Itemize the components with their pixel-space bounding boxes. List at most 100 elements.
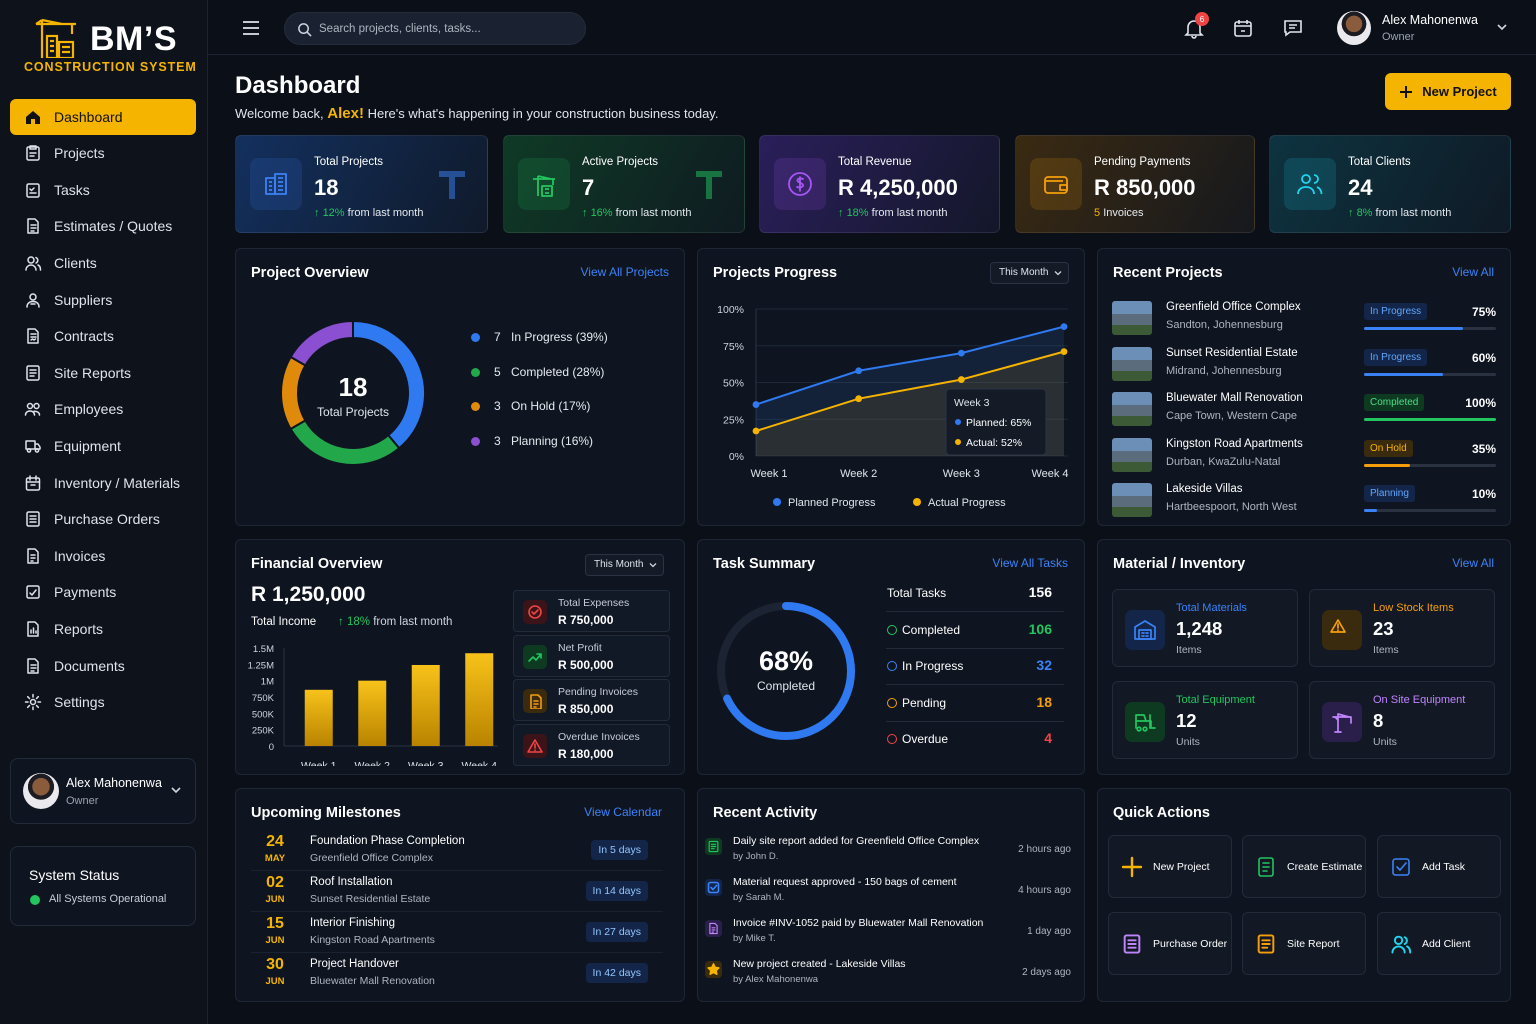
calendar-icon[interactable] (1232, 17, 1254, 39)
stat-card-total-projects[interactable]: Total Projects 18 ↑ 12% from last month (235, 135, 488, 233)
period-dropdown[interactable]: This Month (990, 262, 1070, 284)
period-dropdown[interactable]: This Month (585, 554, 665, 576)
milestone-row[interactable]: 24 MAY Foundation Phase Completion Green… (251, 833, 663, 871)
sidebar-item-reports[interactable]: Reports (10, 611, 196, 648)
sidebar-item-projects[interactable]: Projects (10, 135, 196, 172)
data-point[interactable] (957, 349, 965, 357)
donut-slice[interactable] (289, 319, 354, 367)
y-tick-label: 100% (717, 304, 744, 316)
project-row[interactable]: Sunset Residential Estate Midrand, Johen… (1112, 345, 1496, 385)
topbar-user-name[interactable]: Alex Mahonenwa (1382, 13, 1478, 27)
sidebar-item-tasks[interactable]: Tasks (10, 172, 196, 209)
data-point[interactable] (752, 427, 760, 435)
sidebar-item-site-reports[interactable]: Site Reports (10, 355, 196, 392)
quick-action-create-estimate[interactable]: Create Estimate (1242, 835, 1366, 898)
sidebar-item-documents[interactable]: Documents (10, 647, 196, 684)
milestone-row[interactable]: 30 JUN Project Handover Bluewater Mall R… (251, 956, 663, 994)
view-all-link[interactable]: View All (1452, 265, 1494, 279)
target-icon (528, 605, 542, 619)
sidebar-item-inventory-materials[interactable]: Inventory / Materials (10, 464, 196, 501)
messages-icon[interactable] (1282, 17, 1304, 39)
sidebar-item-clients[interactable]: Clients (10, 245, 196, 282)
brand-logo[interactable]: BM’S CONSTRUCTION SYSTEM (24, 12, 204, 78)
milestone-day: 24 (266, 833, 284, 850)
new-project-button[interactable]: New Project (1385, 73, 1511, 110)
data-point[interactable] (752, 401, 760, 408)
data-point[interactable] (855, 367, 863, 375)
quick-action-add-task[interactable]: Add Task (1377, 835, 1501, 898)
search-bar[interactable] (284, 12, 586, 45)
data-point[interactable] (1060, 348, 1068, 356)
inventory-card[interactable]: On Site Equipment 8 Units (1309, 681, 1495, 759)
income-bar[interactable] (465, 653, 494, 746)
stat-card-total-revenue[interactable]: Total Revenue R 4,250,000 ↑ 18% from las… (759, 135, 1000, 233)
project-row[interactable]: Lakeside Villas Hartbeespoort, North Wes… (1112, 481, 1496, 521)
sidebar-item-purchase-orders[interactable]: Purchase Orders (10, 501, 196, 538)
chevron-down-icon[interactable] (171, 785, 181, 795)
milestone-row[interactable]: 15 JUN Interior Finishing Kingston Road … (251, 915, 663, 953)
milestone-month: MAY (264, 853, 286, 864)
chevron-down-icon[interactable] (1497, 22, 1507, 32)
activity-item[interactable]: Invoice #INV-1052 paid by Bluewater Mall… (705, 917, 1071, 957)
milestone-row[interactable]: 02 JUN Roof Installation Sunset Resident… (251, 874, 663, 912)
inventory-card[interactable]: Total Materials 1,248 Items (1112, 589, 1298, 667)
data-point[interactable] (855, 395, 863, 403)
data-point[interactable] (1060, 323, 1068, 331)
sidebar-item-equipment[interactable]: Equipment (10, 428, 196, 465)
income-bar[interactable] (411, 664, 440, 746)
task-stat-row[interactable]: Overdue 4 (886, 722, 1064, 758)
income-bar[interactable] (358, 680, 387, 746)
project-row[interactable]: Bluewater Mall Renovation Cape Town, Wes… (1112, 390, 1496, 430)
truck-icon (25, 440, 41, 453)
stat-card-pending-payments[interactable]: Pending Payments R 850,000 5 Invoices (1015, 135, 1255, 233)
inventory-card[interactable]: Low Stock Items 23 Items (1309, 589, 1495, 667)
data-point[interactable] (957, 376, 965, 383)
stat-card-total-clients[interactable]: Total Clients 24 ↑ 8% from last month (1269, 135, 1511, 233)
activity-item[interactable]: New project created - Lakeside Villas by… (705, 958, 1071, 998)
inventory-card[interactable]: Total Equipment 12 Units (1112, 681, 1298, 759)
y-tick-label: 50% (723, 378, 744, 390)
sidebar-item-dashboard[interactable]: Dashboard (10, 99, 196, 135)
activity-item[interactable]: Daily site report added for Greenfield O… (705, 835, 1071, 875)
project-row[interactable]: Greenfield Office Complex Sandton, Johen… (1112, 299, 1496, 339)
stat-card-active-projects[interactable]: Active Projects 7 ↑ 16% from last month (503, 135, 745, 233)
project-row[interactable]: Kingston Road Apartments Durban, KwaZulu… (1112, 436, 1496, 476)
sidebar-item-settings[interactable]: Settings (10, 684, 196, 721)
financial-item[interactable]: Overdue Invoices R 180,000 (513, 723, 670, 766)
sidebar-item-estimates-quotes[interactable]: Estimates / Quotes (10, 208, 196, 245)
search-input[interactable] (319, 13, 579, 44)
sidebar-item-contracts[interactable]: Contracts (10, 318, 196, 355)
financial-item[interactable]: Net Profit R 500,000 (513, 634, 670, 677)
avatar[interactable] (1337, 11, 1371, 45)
view-all-link[interactable]: View All (1452, 556, 1494, 570)
view-all-projects-link[interactable]: View All Projects (580, 265, 669, 279)
donut-slice[interactable] (352, 319, 426, 450)
sidebar-item-employees[interactable]: Employees (10, 391, 196, 428)
quick-action-purchase-order[interactable]: Purchase Order (1108, 912, 1232, 975)
donut-slice[interactable] (280, 355, 307, 431)
x-tick-label: Week 3 (943, 468, 980, 480)
sidebar-user-card[interactable]: Alex Mahonenwa Owner (10, 758, 196, 824)
financial-item[interactable]: Total Expenses R 750,000 (513, 590, 670, 632)
milestone-due-badge: In 14 days (585, 881, 648, 901)
donut-slice[interactable] (289, 419, 401, 466)
task-stat-row[interactable]: Pending 18 (886, 686, 1064, 722)
financial-item[interactable]: Pending Invoices R 850,000 (513, 679, 670, 721)
sidebar-item-invoices[interactable]: Invoices (10, 538, 196, 575)
activity-item[interactable]: Material request approved - 150 bags of … (705, 876, 1071, 916)
task-stat-row[interactable]: Completed 106 (886, 613, 1064, 649)
task-stat-row[interactable]: In Progress 32 (886, 649, 1064, 685)
sidebar-item-payments[interactable]: Payments (10, 574, 196, 611)
view-calendar-link[interactable]: View Calendar (584, 805, 662, 819)
task-stat-row[interactable]: Total Tasks 156 (886, 576, 1064, 612)
progress-line-chart: 100% 75% 50% 25% 0% Week 1 Week 2 Week 3 Week 4 W… (717, 304, 1068, 509)
quick-action-new-project[interactable]: New Project (1108, 835, 1232, 898)
quick-action-site-report[interactable]: Site Report (1242, 912, 1366, 975)
inventory-value: 12 (1176, 710, 1197, 731)
view-all-tasks-link[interactable]: View All Tasks (992, 556, 1068, 570)
tooltip-dot (955, 439, 961, 445)
quick-action-add-client[interactable]: Add Client (1377, 912, 1501, 975)
income-bar[interactable] (304, 689, 333, 746)
menu-icon[interactable] (242, 20, 260, 36)
sidebar-item-suppliers[interactable]: Suppliers (10, 281, 196, 318)
